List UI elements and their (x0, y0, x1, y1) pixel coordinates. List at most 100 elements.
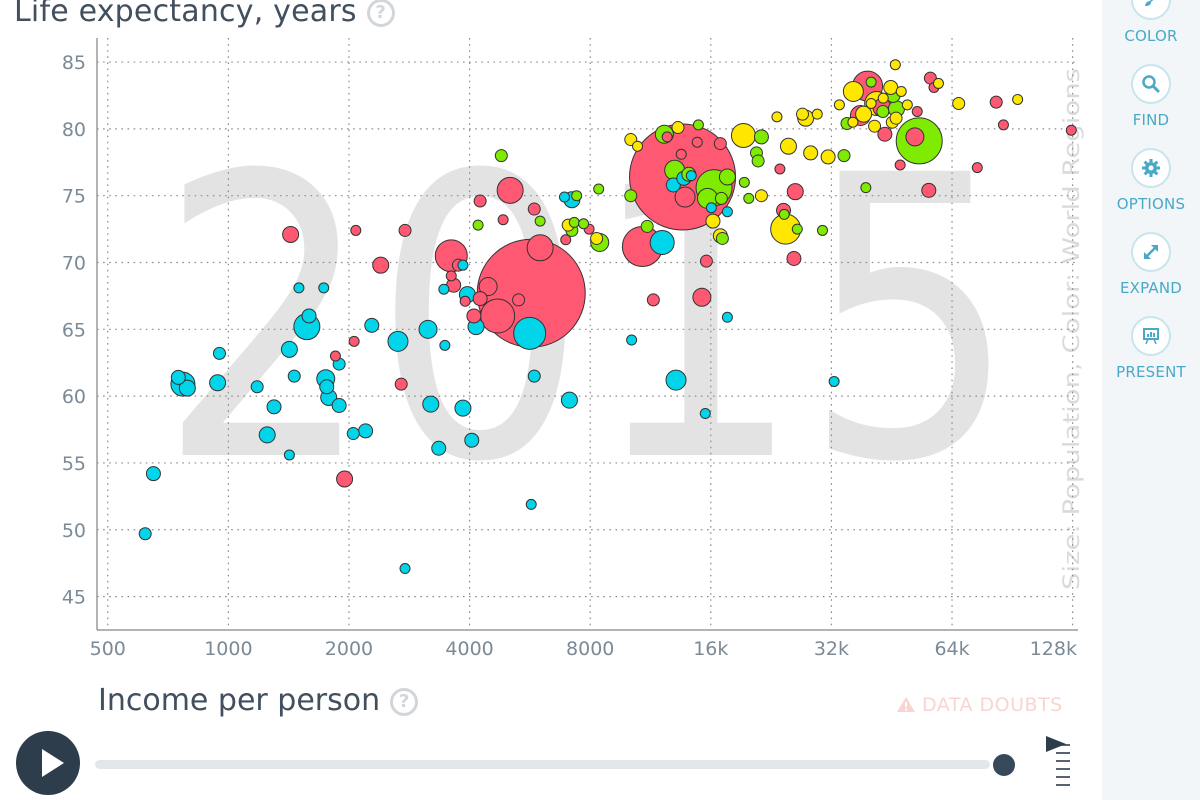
data-point (665, 177, 681, 193)
warning-triangle-icon (897, 697, 915, 712)
sidebar-item-present[interactable]: PRESENT (1102, 316, 1200, 381)
data-point (212, 346, 226, 360)
play-button[interactable] (16, 731, 80, 795)
data-point (280, 340, 298, 358)
data-doubts-link[interactable]: DATA DOUBTS (896, 694, 1063, 716)
data-point (372, 256, 390, 274)
data-point (828, 375, 840, 387)
data-point (497, 214, 509, 226)
data-point (751, 154, 765, 168)
data-point (527, 202, 541, 216)
year-watermark: 2015 (158, 93, 1018, 547)
x-tick-label: 1000 (204, 638, 252, 660)
data-point (478, 277, 498, 297)
data-point (318, 282, 330, 294)
data-point (842, 80, 864, 102)
x-tick-label: 16k (693, 638, 728, 660)
data-point (398, 223, 412, 237)
data-point (721, 311, 733, 323)
bubble-chart[interactable]: 2015 Size: Population, Color: World Regio… (0, 0, 1100, 680)
y-tick-label: 80 (62, 119, 86, 141)
sidebar-item-label: OPTIONS (1116, 195, 1186, 213)
data-point (820, 149, 836, 165)
data-point (997, 119, 1009, 131)
data-point (560, 234, 572, 246)
sidebar-item-label: FIND (1132, 111, 1170, 129)
data-point (350, 224, 362, 236)
data-point (301, 308, 317, 324)
data-point (865, 76, 877, 88)
data-point (895, 85, 907, 97)
sidebar-item-find[interactable]: FIND (1102, 64, 1200, 129)
question-mark-icon[interactable]: ? (366, 0, 395, 27)
data-point (921, 182, 937, 198)
sidebar-item-options[interactable]: OPTIONS (1102, 148, 1200, 213)
data-point (952, 96, 966, 110)
data-point (649, 229, 675, 255)
data-point (525, 498, 537, 510)
data-point (209, 374, 227, 392)
speed-flag-icon[interactable] (1040, 734, 1080, 789)
data-point (527, 369, 541, 383)
data-point (860, 182, 872, 194)
data-point (661, 131, 673, 143)
data-point (743, 192, 755, 204)
data-point (178, 379, 196, 397)
data-point (699, 254, 713, 268)
data-point (466, 308, 482, 324)
y-axis-title[interactable]: Life expectancy, years? (14, 0, 395, 29)
question-mark-icon[interactable]: ? (390, 687, 419, 716)
data-point (534, 215, 546, 227)
data-point (578, 218, 590, 230)
data-point (911, 105, 923, 117)
data-point (258, 426, 276, 444)
data-point (472, 219, 484, 231)
y-tick-label: 45 (62, 587, 86, 609)
data-point (287, 369, 301, 383)
data-point (387, 330, 409, 352)
data-point (571, 190, 583, 202)
data-point (786, 183, 804, 201)
presentation-icon (1131, 316, 1171, 356)
data-point (459, 295, 471, 307)
timeline-handle[interactable] (993, 754, 1015, 776)
data-point (283, 449, 295, 461)
play-icon (42, 749, 64, 777)
timeline-track[interactable] (95, 760, 990, 769)
data-point (791, 223, 803, 235)
data-point (665, 369, 687, 391)
data-point (705, 213, 721, 229)
sidebar-item-color[interactable]: COLOR (1102, 0, 1200, 45)
data-point (336, 470, 354, 488)
data-point (889, 59, 901, 71)
data-point (796, 107, 810, 121)
sidebar-item-label: PRESENT (1116, 363, 1186, 381)
data-point (932, 77, 944, 89)
x-tick-label: 4000 (445, 638, 493, 660)
data-point (145, 466, 161, 482)
y-tick-label: 85 (62, 52, 86, 74)
data-point (847, 116, 859, 128)
data-point (293, 282, 305, 294)
data-point (753, 129, 769, 145)
data-point (705, 202, 717, 214)
y-tick-label: 55 (62, 453, 86, 475)
x-tick-label: 2000 (325, 638, 373, 660)
data-point (989, 95, 1003, 109)
data-point (877, 126, 893, 142)
data-point (778, 208, 790, 220)
data-point (348, 335, 360, 347)
x-axis-title[interactable]: Income per person? (98, 683, 419, 718)
data-point (640, 219, 654, 233)
sidebar-item-expand[interactable]: EXPAND (1102, 232, 1200, 297)
data-point (560, 391, 578, 409)
sidebar-item-label: COLOR (1124, 27, 1178, 45)
gear-icon (1131, 148, 1171, 188)
x-tick-label: 64k (934, 638, 969, 660)
data-point (364, 317, 380, 333)
data-point (494, 149, 508, 163)
y-tick-label: 65 (62, 319, 86, 341)
data-point (714, 191, 728, 205)
data-point (358, 423, 374, 439)
data-point (868, 119, 882, 133)
